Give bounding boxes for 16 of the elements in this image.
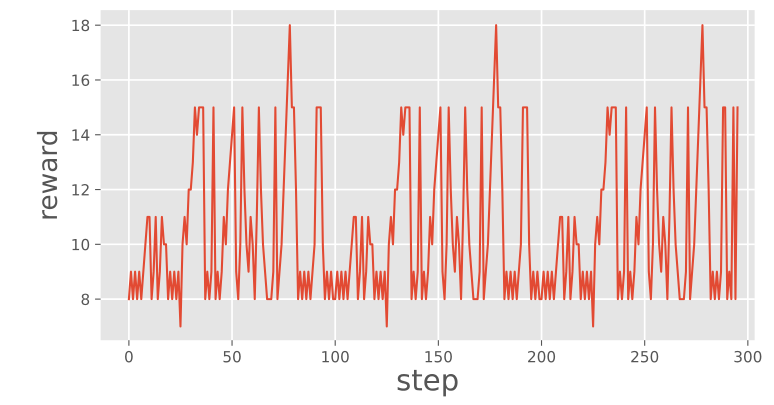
x-tick-label: 300: [734, 350, 762, 362]
line-series: [128, 24, 739, 328]
y-tick-label: 12: [72, 184, 89, 196]
y-tick-label: 8: [82, 294, 90, 306]
y-tick-label: 10: [72, 238, 90, 250]
x-tick-label: 200: [528, 350, 556, 362]
y-axis-title: reward: [36, 132, 58, 218]
y-tick-label: 14: [72, 129, 90, 141]
x-tick-label: 150: [425, 350, 452, 362]
y-tick-label: 18: [72, 20, 90, 32]
y-tick-label: 16: [72, 74, 90, 86]
x-tick-label: 0: [125, 350, 133, 362]
x-axis-title: step: [398, 370, 458, 396]
x-tick-label: 50: [224, 350, 241, 362]
x-tick-label: 250: [631, 350, 658, 362]
x-tick-label: 100: [322, 350, 349, 362]
